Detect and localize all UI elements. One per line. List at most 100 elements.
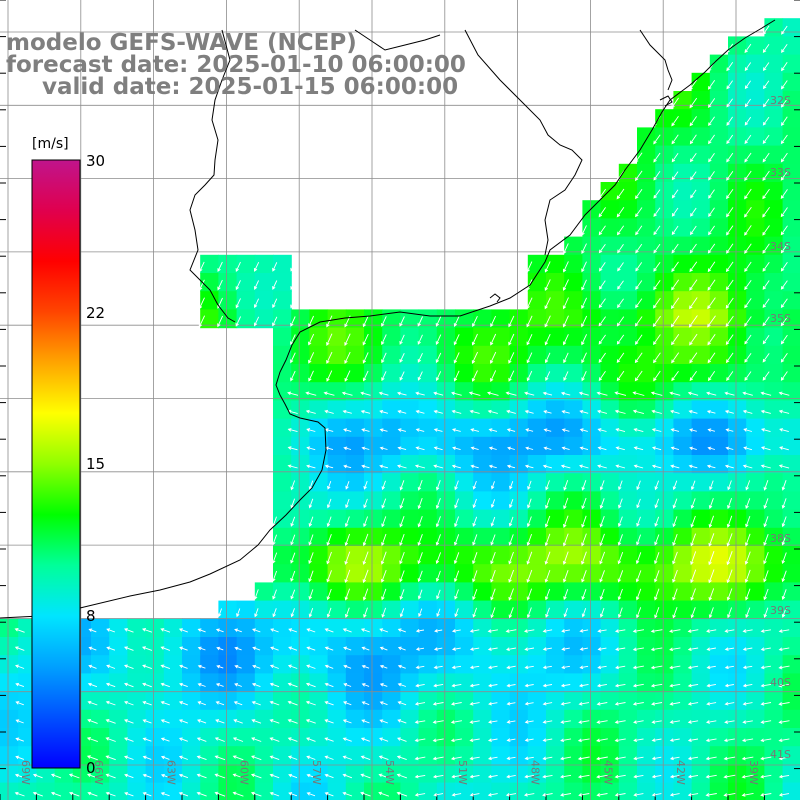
wind-arrow (579, 665, 589, 670)
field-cell (709, 72, 729, 92)
field-cell (546, 546, 565, 565)
wind-arrow (216, 664, 224, 669)
field-cell (655, 582, 674, 602)
field-cell (364, 600, 383, 620)
wind-arrow (199, 279, 205, 291)
wind-arrow (179, 646, 188, 651)
wind-arrow (217, 261, 223, 273)
wind-arrow (780, 262, 788, 272)
field-cell (564, 273, 583, 292)
field-cell (564, 673, 583, 693)
field-cell (782, 618, 800, 638)
field-cell (473, 673, 492, 693)
field-cell (546, 509, 565, 529)
field-cell (637, 728, 656, 747)
wind-arrow (669, 738, 680, 742)
wind-arrow (269, 719, 280, 724)
field-cell (291, 364, 310, 383)
wind-arrow (488, 701, 498, 706)
field-cell (491, 728, 511, 747)
wind-arrow (669, 665, 681, 670)
wind-arrow (707, 428, 716, 432)
field-cell (691, 637, 711, 656)
field-cell (600, 455, 620, 474)
wind-arrow (326, 498, 332, 509)
field-cell (345, 491, 365, 511)
wind-arrow (197, 664, 206, 669)
wind-arrow (290, 370, 296, 382)
wind-arrow (415, 391, 425, 396)
field-cell (236, 254, 256, 274)
field-cell (491, 473, 511, 492)
wind-arrow (653, 297, 661, 309)
wind-arrow (381, 480, 386, 491)
field-cell (600, 218, 620, 238)
wind-arrow (689, 333, 698, 346)
wind-arrow (308, 315, 315, 328)
field-cell (582, 236, 602, 256)
wind-arrow (15, 755, 25, 760)
wind-arrow (727, 498, 733, 510)
wind-arrow (633, 756, 644, 761)
field-cell (600, 436, 620, 456)
field-cell (18, 764, 37, 784)
wind-arrow (598, 262, 606, 272)
wind-arrow (308, 570, 314, 583)
field-cell (36, 764, 56, 784)
wind-arrow (614, 738, 626, 743)
field-cell (728, 145, 747, 165)
wind-arrow (672, 516, 678, 528)
field-cell (618, 691, 638, 711)
wind-arrow (397, 409, 407, 414)
wind-arrow (253, 316, 260, 327)
field-cell (600, 764, 620, 784)
field-cell (782, 673, 800, 693)
field-cell (418, 618, 438, 638)
field-cell (564, 509, 583, 529)
wind-arrow (417, 316, 424, 327)
wind-arrow (417, 516, 423, 528)
field-cell (127, 691, 147, 711)
wind-arrow (508, 588, 514, 601)
field-cell (236, 637, 256, 656)
field-cell (655, 527, 674, 547)
field-cell (509, 600, 529, 620)
wind-arrow (234, 628, 242, 633)
field-cell (582, 418, 602, 438)
field-cell (273, 418, 292, 438)
field-cell (345, 782, 365, 800)
field-cell (546, 582, 565, 602)
field-cell (291, 746, 310, 765)
wind-arrow (105, 791, 116, 797)
wind-arrow (723, 792, 736, 797)
wind-arrow (544, 279, 551, 292)
wind-arrow (706, 391, 717, 396)
field-cell (527, 618, 547, 638)
field-cell (145, 746, 165, 765)
wind-arrow (651, 720, 662, 724)
wind-arrow (708, 116, 715, 127)
field-cell (436, 709, 456, 729)
wind-arrow (598, 316, 606, 327)
wind-arrow (562, 334, 569, 346)
wind-arrow (544, 551, 551, 565)
wind-arrow (160, 628, 171, 633)
wind-arrow (781, 43, 788, 53)
wind-arrow (542, 683, 553, 688)
wind-arrow (379, 701, 388, 706)
field-cell (764, 673, 784, 693)
wind-arrow (632, 629, 645, 633)
wind-arrow (762, 316, 770, 327)
wind-arrow (742, 629, 753, 633)
field-cell (782, 655, 800, 674)
field-cell (637, 473, 656, 492)
field-cell (400, 637, 420, 656)
field-cell (400, 546, 420, 565)
wind-arrow (599, 588, 605, 601)
wind-arrow (596, 702, 608, 706)
field-cell (400, 709, 420, 729)
field-cell (673, 455, 693, 474)
wind-arrow (415, 665, 425, 670)
field-cell (673, 564, 693, 583)
wind-arrow (706, 683, 716, 688)
